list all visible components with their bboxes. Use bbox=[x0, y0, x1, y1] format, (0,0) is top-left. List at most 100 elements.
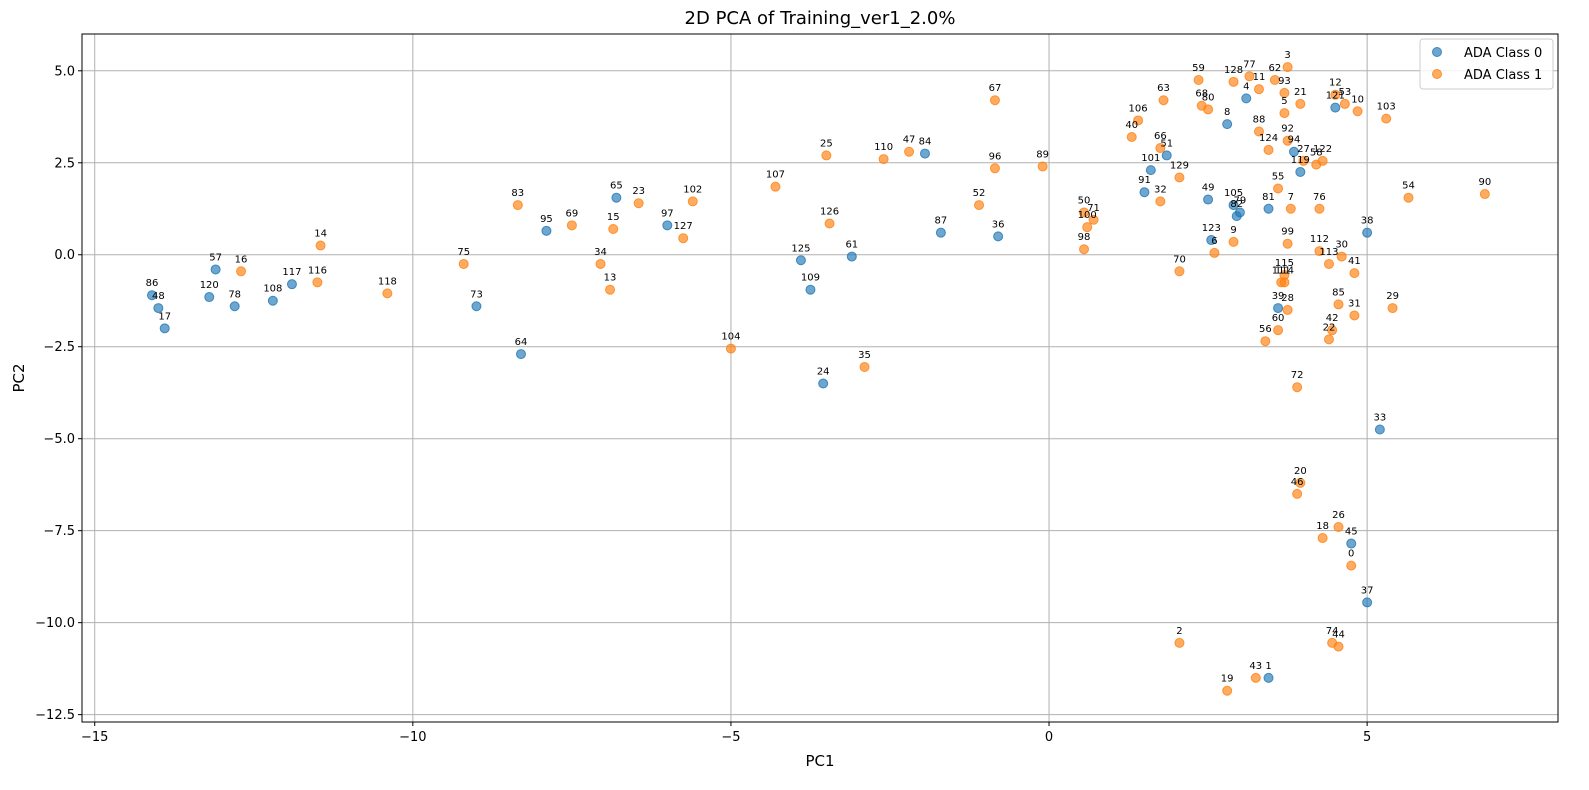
point-label: 33 bbox=[1373, 413, 1386, 424]
point-label: 99 bbox=[1281, 227, 1294, 238]
data-point-class-0 bbox=[818, 378, 829, 389]
point-label: 2 bbox=[1176, 626, 1182, 637]
point-label: 71 bbox=[1087, 203, 1100, 214]
y-tick-label: −2.5 bbox=[43, 340, 75, 355]
data-point-class-0 bbox=[1228, 200, 1239, 211]
point-label: 32 bbox=[1154, 184, 1167, 195]
point-label: 81 bbox=[1262, 192, 1275, 203]
point-label: 30 bbox=[1335, 240, 1348, 251]
data-point-class-0 bbox=[993, 231, 1004, 242]
x-tick-label: −5 bbox=[721, 730, 740, 745]
y-tick-label: −7.5 bbox=[43, 524, 75, 539]
y-tick-label: −5.0 bbox=[43, 432, 75, 447]
point-label: 53 bbox=[1339, 87, 1352, 98]
point-label: 87 bbox=[935, 216, 948, 227]
point-label: 61 bbox=[845, 240, 858, 251]
data-point-class-1 bbox=[821, 150, 832, 161]
data-point-class-1 bbox=[1349, 268, 1360, 279]
legend-box bbox=[1419, 38, 1554, 90]
point-label: 5 bbox=[1281, 96, 1287, 107]
x-tick-label: −15 bbox=[81, 730, 108, 745]
data-point-class-1 bbox=[687, 196, 698, 207]
data-point-class-1 bbox=[1298, 155, 1309, 166]
data-point-class-1 bbox=[1279, 277, 1290, 288]
point-label: 65 bbox=[610, 181, 623, 192]
legend-label-class-1: ADA Class 1 bbox=[1464, 68, 1542, 83]
data-point-class-1 bbox=[512, 200, 523, 211]
data-point-class-1 bbox=[382, 288, 393, 299]
point-label: 100 bbox=[1078, 210, 1097, 221]
data-point-class-1 bbox=[1263, 144, 1274, 155]
data-point-class-1 bbox=[1327, 325, 1338, 336]
point-label: 48 bbox=[152, 291, 165, 302]
point-label: 109 bbox=[801, 273, 820, 284]
point-label: 44 bbox=[1332, 630, 1345, 641]
point-label: 113 bbox=[1319, 247, 1338, 258]
data-point-class-1 bbox=[1317, 533, 1328, 544]
data-point-class-1 bbox=[1282, 62, 1293, 73]
point-label: 1 bbox=[1265, 661, 1271, 672]
point-label: 37 bbox=[1361, 585, 1374, 596]
point-label: 124 bbox=[1259, 133, 1278, 144]
point-label: 88 bbox=[1253, 114, 1266, 125]
point-label: 110 bbox=[874, 142, 893, 153]
data-point-class-0 bbox=[153, 303, 164, 314]
point-label: 104 bbox=[721, 332, 740, 343]
point-label: 10 bbox=[1351, 94, 1364, 105]
data-point-class-1 bbox=[1285, 203, 1296, 214]
data-point-class-0 bbox=[611, 192, 622, 203]
data-point-class-1 bbox=[605, 284, 616, 295]
data-point-class-1 bbox=[1323, 258, 1334, 269]
data-point-class-0 bbox=[1330, 102, 1341, 113]
data-point-class-1 bbox=[236, 266, 247, 277]
data-point-class-1 bbox=[1228, 76, 1239, 87]
point-label: 95 bbox=[540, 214, 553, 225]
point-label: 84 bbox=[919, 137, 932, 148]
data-point-class-0 bbox=[1263, 672, 1274, 683]
data-point-class-1 bbox=[824, 218, 835, 229]
data-point-class-0 bbox=[1203, 194, 1214, 205]
data-point-class-1 bbox=[1228, 236, 1239, 247]
point-label: 57 bbox=[209, 252, 222, 263]
point-label: 73 bbox=[470, 289, 483, 300]
point-label: 29 bbox=[1386, 291, 1399, 302]
data-point-class-1 bbox=[1333, 299, 1344, 310]
data-point-class-1 bbox=[989, 95, 1000, 106]
point-label: 36 bbox=[992, 219, 1005, 230]
point-label: 115 bbox=[1275, 258, 1294, 269]
data-point-class-1 bbox=[1282, 304, 1293, 315]
data-point-class-1 bbox=[904, 146, 915, 157]
point-label: 27 bbox=[1297, 144, 1310, 155]
point-label: 78 bbox=[228, 289, 241, 300]
data-point-class-1 bbox=[1317, 155, 1328, 166]
data-point-class-0 bbox=[1139, 187, 1150, 198]
point-label: 116 bbox=[308, 265, 327, 276]
data-point-class-1 bbox=[1253, 84, 1264, 95]
data-point-class-1 bbox=[1323, 334, 1334, 345]
data-point-class-1 bbox=[1336, 251, 1347, 262]
point-label: 12 bbox=[1329, 78, 1342, 89]
point-label: 89 bbox=[1036, 149, 1049, 160]
point-label: 67 bbox=[989, 83, 1002, 94]
point-label: 14 bbox=[314, 229, 327, 240]
data-point-class-0 bbox=[541, 225, 552, 236]
point-label: 31 bbox=[1348, 298, 1361, 309]
data-point-class-1 bbox=[1333, 641, 1344, 652]
point-label: 70 bbox=[1173, 254, 1186, 265]
data-point-class-1 bbox=[1295, 477, 1306, 488]
x-axis-title: PC1 bbox=[805, 752, 834, 770]
legend-marker-class-0 bbox=[1432, 47, 1442, 57]
point-label: 41 bbox=[1348, 256, 1361, 267]
y-axis-title: PC2 bbox=[10, 363, 28, 392]
point-label: 74 bbox=[1326, 626, 1339, 637]
data-point-class-1 bbox=[608, 223, 619, 234]
data-point-class-1 bbox=[1282, 135, 1293, 146]
y-tick-label: 0.0 bbox=[54, 248, 75, 263]
point-label: 105 bbox=[1224, 188, 1243, 199]
point-label: 34 bbox=[594, 247, 607, 258]
data-point-class-1 bbox=[1279, 108, 1290, 119]
data-point-class-1 bbox=[458, 258, 469, 269]
point-label: 108 bbox=[263, 284, 282, 295]
point-label: 107 bbox=[766, 170, 785, 181]
